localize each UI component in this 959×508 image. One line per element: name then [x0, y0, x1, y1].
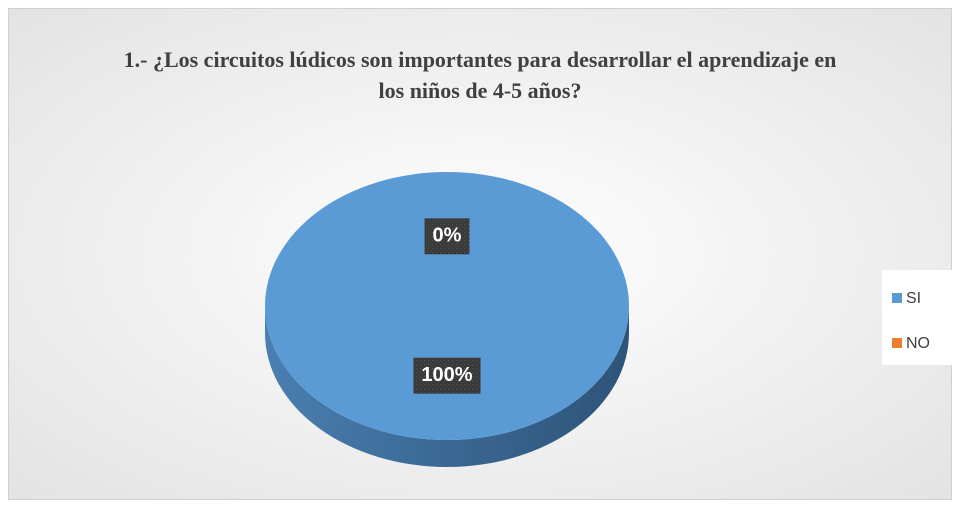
legend-background	[882, 270, 952, 365]
chart-title: 1.- ¿Los circuitos lúdicos son important…	[123, 47, 837, 103]
legend-label: SI	[906, 290, 921, 307]
pie-side	[265, 306, 629, 467]
legend-label: NO	[906, 335, 930, 352]
legend-swatch	[892, 338, 902, 348]
data-label-background	[413, 357, 481, 394]
pie-slice	[265, 172, 629, 440]
data-label: 0%	[433, 225, 462, 247]
legend-swatch	[892, 293, 902, 303]
data-label: 100%	[421, 364, 472, 386]
data-label-background	[424, 218, 470, 255]
